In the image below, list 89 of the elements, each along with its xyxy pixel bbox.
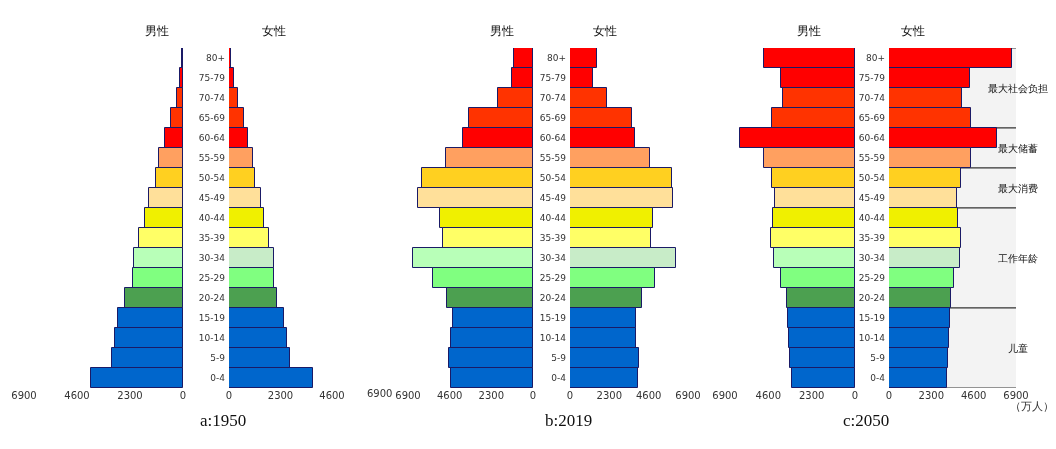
y-tick-label: 35-39 xyxy=(198,233,226,244)
y-tick-label: 20-24 xyxy=(858,293,886,304)
x-tick-label: 4600 xyxy=(319,390,345,401)
y-tick-label: 0-4 xyxy=(551,373,567,384)
chart-title: 女性 xyxy=(593,24,617,38)
y-tick-label: 0-4 xyxy=(210,373,226,384)
text: c:2050 xyxy=(843,411,890,430)
x-tick-label: 6900 xyxy=(712,390,738,401)
y-tick-label: 55-59 xyxy=(539,153,567,164)
y-tick-label: 65-69 xyxy=(858,113,886,124)
y-tick-label: 40-44 xyxy=(858,213,886,224)
y-tick-label: 15-19 xyxy=(858,313,886,324)
x-tick-label: 4600 xyxy=(960,390,987,401)
x-tick-label: 2300 xyxy=(596,390,623,401)
y-tick-label: 50-54 xyxy=(539,173,567,184)
band-label: 儿童 xyxy=(1008,343,1028,354)
y-tick-label: 75-79 xyxy=(539,73,567,84)
y-tick-label: 20-24 xyxy=(539,293,567,304)
x-tick-label: 4600 xyxy=(635,390,662,401)
x-tick-label: 2300 xyxy=(478,390,505,401)
y-tick-label: 60-64 xyxy=(539,133,567,144)
y-tick-label: 5-9 xyxy=(210,353,226,364)
y-tick-label: 50-54 xyxy=(858,173,886,184)
y-tick-label: 5-9 xyxy=(870,353,886,364)
chart-title: 女性 xyxy=(901,24,925,38)
y-tick-label: 40-44 xyxy=(539,213,567,224)
text: b:2019 xyxy=(545,411,593,430)
y-tick-label: 55-59 xyxy=(858,153,886,164)
y-tick-label: 35-39 xyxy=(858,233,886,244)
x-tick-label: 6900 xyxy=(395,390,421,401)
y-tick-label: 15-19 xyxy=(539,313,567,324)
y-tick-label: 30-34 xyxy=(198,253,226,264)
y-tick-label: 10-14 xyxy=(858,333,886,344)
y-tick-label: 70-74 xyxy=(858,93,886,104)
y-tick-label: 45-49 xyxy=(198,193,226,204)
y-tick-label: 65-69 xyxy=(539,113,567,124)
y-tick-label: 70-74 xyxy=(539,93,567,104)
x-tick-label: 0 xyxy=(179,390,187,401)
y-tick-label: 55-59 xyxy=(198,153,226,164)
x-tick-label: 0 xyxy=(566,390,574,401)
band-label: 最大储蓄 xyxy=(998,143,1038,154)
x-tick-label: 0 xyxy=(885,390,893,401)
x-tick-label: 6900 xyxy=(675,390,701,401)
x-tick-label: 2300 xyxy=(267,390,294,401)
y-tick-label: 80+ xyxy=(547,53,566,64)
y-tick-label: 20-24 xyxy=(198,293,226,304)
y-tick-label: 80+ xyxy=(206,53,225,64)
chart-title: 男性 xyxy=(490,24,514,38)
y-tick-label: 30-34 xyxy=(539,253,567,264)
y-tick-label: 60-64 xyxy=(858,133,886,144)
band-label: 工作年龄 xyxy=(998,253,1038,264)
x-tick-label: 0 xyxy=(529,390,537,401)
x-tick-label: 0 xyxy=(225,390,233,401)
x-tick-label: 4600 xyxy=(436,390,463,401)
y-tick-label: 15-19 xyxy=(198,313,226,324)
y-tick-label: 65-69 xyxy=(198,113,226,124)
y-tick-label: 35-39 xyxy=(539,233,567,244)
y-tick-label: 80+ xyxy=(866,53,885,64)
chart-title: 女性 xyxy=(262,24,286,38)
x-tick-label: 4600 xyxy=(755,390,782,401)
chart-title: 男性 xyxy=(797,24,821,38)
text: a:1950 xyxy=(200,411,247,430)
y-tick-label: 75-79 xyxy=(198,73,226,84)
x-tick-label: 0 xyxy=(851,390,859,401)
x-tick-label: 2300 xyxy=(798,390,825,401)
y-tick-label: 60-64 xyxy=(198,133,226,144)
chart-title: 男性 xyxy=(145,24,169,38)
x-tick-label: 2300 xyxy=(918,390,945,401)
y-tick-label: 40-44 xyxy=(198,213,226,224)
y-tick-label: 45-49 xyxy=(858,193,886,204)
y-tick-label: 45-49 xyxy=(539,193,567,204)
y-tick-label: 10-14 xyxy=(539,333,567,344)
y-tick-label: 50-54 xyxy=(198,173,226,184)
x-tick-label: 6900 xyxy=(1003,390,1029,401)
x-tick-label: 6900 xyxy=(11,390,37,401)
y-tick-label: 25-29 xyxy=(198,273,226,284)
y-tick-label: 75-79 xyxy=(858,73,886,84)
y-tick-label: 25-29 xyxy=(539,273,567,284)
y-tick-label: 0-4 xyxy=(870,373,886,384)
x-tick-label: 4600 xyxy=(64,390,90,401)
y-tick-label: 5-9 xyxy=(551,353,567,364)
band-label: 最大社会负担 xyxy=(988,83,1048,94)
y-tick-label: 70-74 xyxy=(198,93,226,104)
y-tick-label: 30-34 xyxy=(858,253,886,264)
y-tick-label: 10-14 xyxy=(198,333,226,344)
band-label: 最大消费 xyxy=(998,183,1038,194)
x-axis-title: （万人） xyxy=(1010,400,1054,413)
y-tick-label: 25-29 xyxy=(858,273,886,284)
x-tick-label: 2300 xyxy=(117,390,143,401)
